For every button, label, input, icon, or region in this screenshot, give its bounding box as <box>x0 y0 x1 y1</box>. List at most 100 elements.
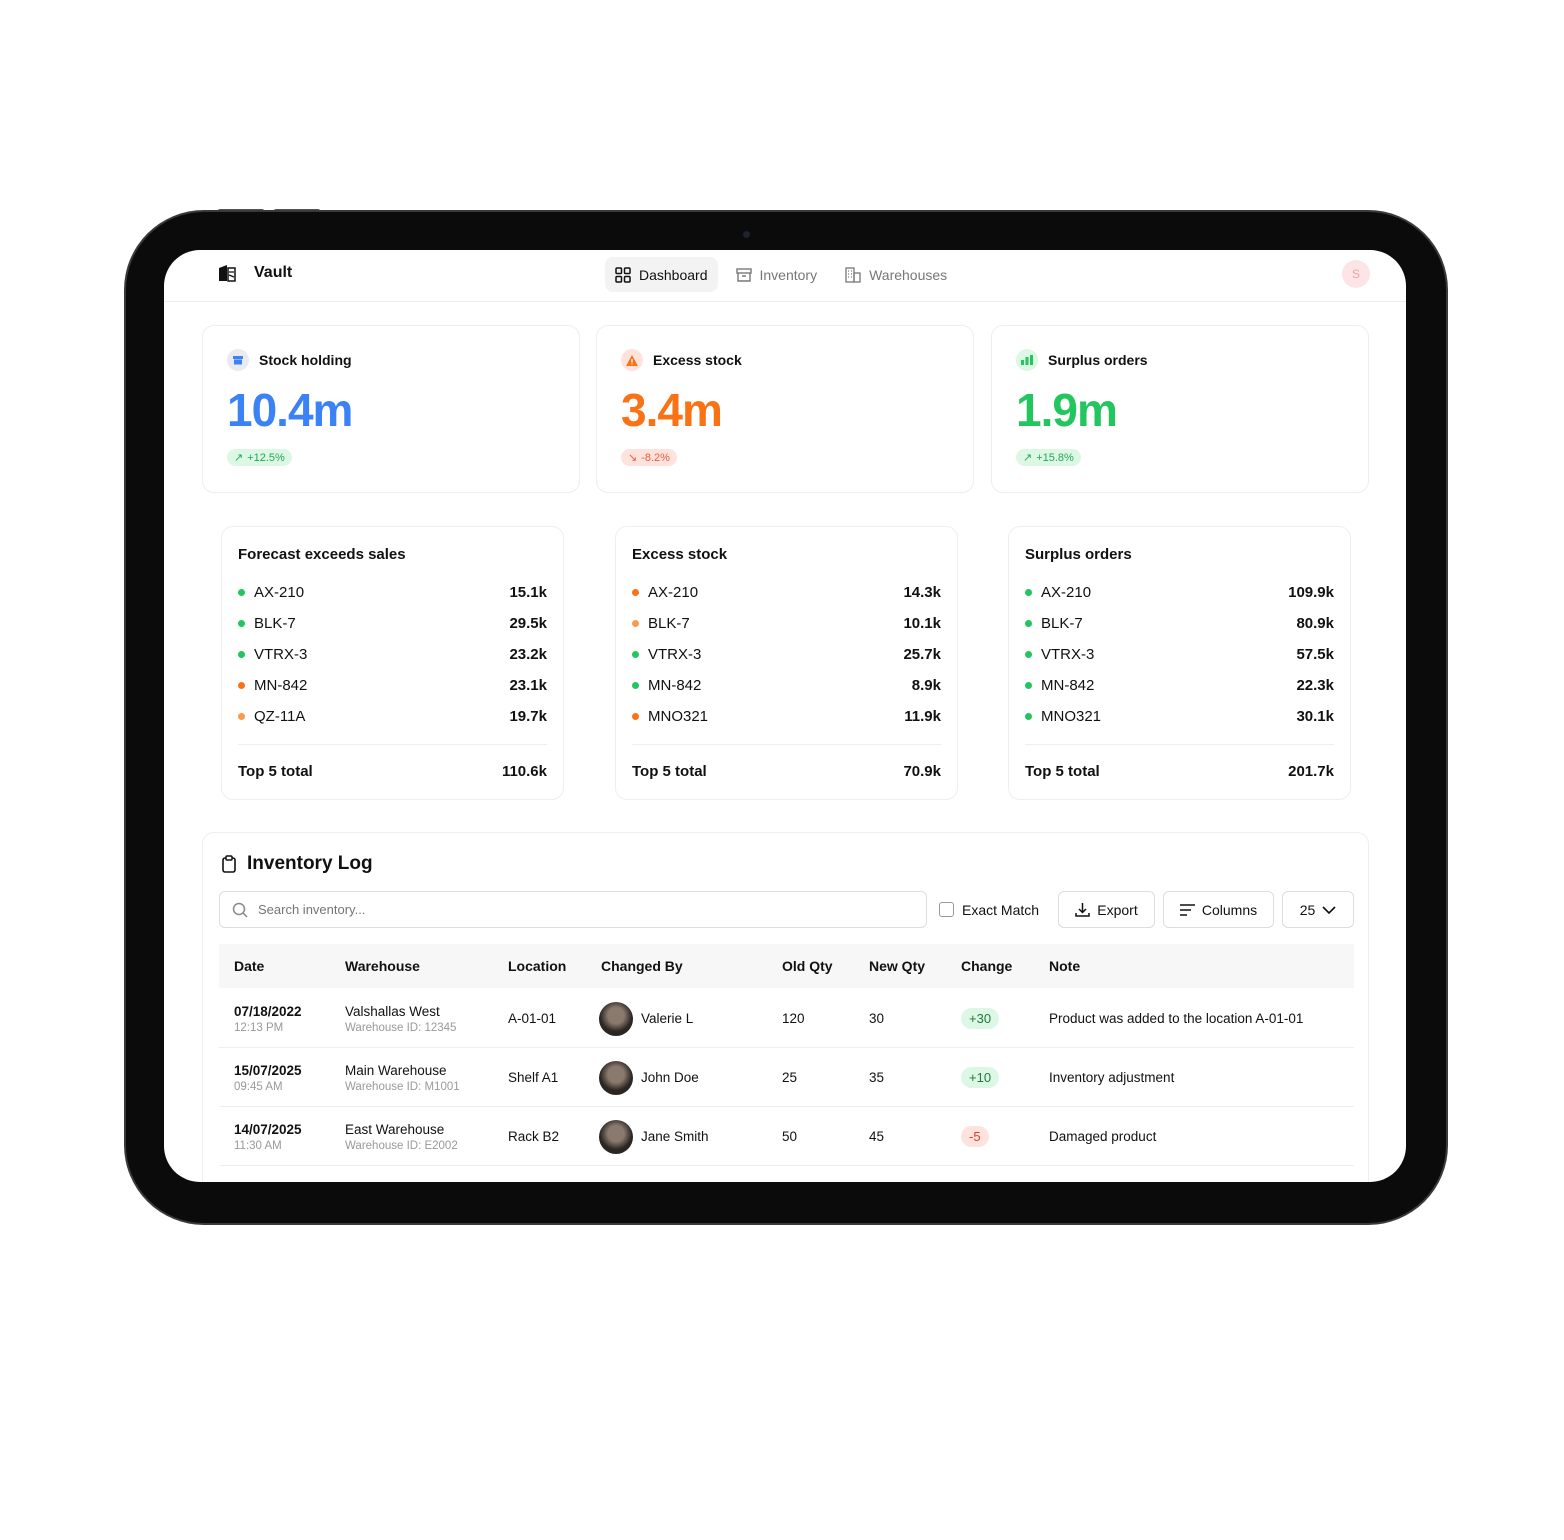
avatar <box>599 1001 633 1036</box>
note: Inventory adjustment <box>1049 1070 1175 1085</box>
status-dot <box>1025 713 1032 720</box>
list-item: BLK-7 80.9k <box>1025 608 1334 639</box>
item-name: AX-210 <box>1041 584 1092 601</box>
item-value: 14.3k <box>903 584 941 601</box>
app-logo[interactable]: Vault <box>218 264 292 282</box>
total-label: Top 5 total <box>238 763 313 780</box>
note: Damaged product <box>1049 1129 1157 1144</box>
cell: 45 <box>869 1107 884 1166</box>
bar-chart-icon <box>1016 349 1038 371</box>
date: 15/07/2025 <box>234 1062 302 1078</box>
total-row: Top 5 total 201.7k <box>1025 744 1334 780</box>
top5-card: Surplus orders AX-210 109.9k BLK-7 80.9k VTRX… <box>1008 526 1351 800</box>
table-row[interactable]: 14/07/2025 11:30 AM East Warehouse Warehous… <box>219 1107 1354 1166</box>
column-header[interactable]: Changed By <box>601 958 683 974</box>
column-header[interactable]: Note <box>1049 958 1081 974</box>
total-value: 110.6k <box>501 763 547 780</box>
list-item: AX-210 14.3k <box>632 577 941 608</box>
kpi-header: Excess stock <box>621 349 949 371</box>
exact-match-toggle[interactable]: Exact Match <box>939 891 1039 928</box>
location: Rack B2 <box>508 1129 560 1144</box>
cell: Main Warehouse Warehouse ID: M1001 <box>345 1048 460 1107</box>
list-item: AX-210 15.1k <box>238 577 547 608</box>
search-icon <box>232 902 248 918</box>
list-item: BLK-7 29.5k <box>238 608 547 639</box>
cell: 07/18/2022 12:13 PM <box>234 989 302 1048</box>
column-header[interactable]: Location <box>508 958 567 974</box>
change-badge: +30 <box>961 1008 1000 1029</box>
list-item: VTRX-3 25.7k <box>632 639 941 670</box>
kpi-value: 3.4m <box>621 384 723 436</box>
note: Product was added to the location A-01-0… <box>1049 1011 1304 1026</box>
cell: 25 <box>782 1048 797 1107</box>
item-name: BLK-7 <box>254 615 296 632</box>
screen: Vault Dashboard Inventory Warehouses S Sto… <box>164 250 1406 1182</box>
item-value: 109.9k <box>1288 584 1334 601</box>
nav-dashboard[interactable]: Dashboard <box>605 257 718 292</box>
warning-icon <box>621 349 643 371</box>
trend-badge: ↗ +12.5% <box>227 449 292 466</box>
status-dot <box>1025 682 1032 689</box>
total-label: Top 5 total <box>1025 763 1100 780</box>
column-header[interactable]: Change <box>961 958 1013 974</box>
columns-label: Columns <box>1201 901 1258 918</box>
device-button <box>274 209 320 213</box>
date: 07/18/2022 <box>234 1003 302 1019</box>
page-size-value: 25 <box>1299 901 1316 918</box>
grid-icon <box>615 266 631 283</box>
search-box[interactable] <box>219 891 927 928</box>
item-name: QZ-11A <box>254 708 306 725</box>
table-row[interactable]: 07/18/2022 12:13 PM Valshallas West Warehou… <box>219 989 1354 1048</box>
export-button[interactable]: Export <box>1058 891 1155 928</box>
columns-button[interactable]: Columns <box>1163 891 1274 928</box>
status-dot <box>238 620 245 627</box>
item-name: VTRX-3 <box>648 646 702 663</box>
total-value: 70.9k <box>903 763 941 780</box>
time: 11:30 AM <box>234 1139 282 1152</box>
cell: Inventory adjustment <box>1049 1048 1174 1107</box>
item-name: BLK-7 <box>1041 615 1083 632</box>
cell: 50 <box>782 1107 797 1166</box>
table-row[interactable]: 15/07/2025 09:45 AM Main Warehouse Warehous… <box>219 1048 1354 1107</box>
status-dot <box>1025 651 1032 658</box>
kpi-title: Stock holding <box>259 352 352 368</box>
item-value: 23.1k <box>509 677 547 694</box>
inventory-log-title: Inventory Log <box>247 853 373 874</box>
warehouse-id: Warehouse ID: E2002 <box>345 1139 458 1152</box>
item-name: MN-842 <box>1041 677 1095 694</box>
total-row: Top 5 total 110.6k <box>238 744 547 780</box>
cell: 35 <box>869 1048 884 1107</box>
cell: A-01-01 <box>508 989 556 1048</box>
item-name: BLK-7 <box>648 615 690 632</box>
exact-match-checkbox[interactable] <box>939 902 954 917</box>
nav-warehouses[interactable]: Warehouses <box>835 257 957 292</box>
item-value: 19.7k <box>509 708 547 725</box>
changed-by: Jane Smith <box>641 1129 709 1144</box>
vault-logo-icon <box>219 265 236 282</box>
cell: 30 <box>869 989 884 1048</box>
page-size-select[interactable]: 25 <box>1282 891 1354 928</box>
column-header[interactable]: Warehouse <box>345 958 420 974</box>
item-name: AX-210 <box>254 584 305 601</box>
cell: 15/07/2025 09:45 AM <box>234 1048 302 1107</box>
item-value: 30.1k <box>1296 708 1334 725</box>
cell: Shelf A1 <box>508 1048 558 1107</box>
trend-value: +15.8% <box>1036 451 1074 464</box>
kpi-title: Excess stock <box>653 352 742 368</box>
inventory-log-card: Inventory Log Exact Match Export Columns… <box>202 832 1369 1182</box>
column-header[interactable]: Old Qty <box>782 958 833 974</box>
camera <box>743 231 750 238</box>
old-qty: 120 <box>782 1011 805 1026</box>
list-item: BLK-7 10.1k <box>632 608 941 639</box>
search-input[interactable] <box>258 902 858 917</box>
column-header[interactable]: New Qty <box>869 958 926 974</box>
user-avatar[interactable]: S <box>1342 260 1370 288</box>
cell: 14/07/2025 11:30 AM <box>234 1107 302 1166</box>
item-value: 57.5k <box>1296 646 1334 663</box>
list-item: MN-842 8.9k <box>632 670 941 701</box>
nav-inventory[interactable]: Inventory <box>726 257 828 292</box>
status-dot <box>238 713 245 720</box>
column-header[interactable]: Date <box>234 958 265 974</box>
status-dot <box>632 589 639 596</box>
changed-by: John Doe <box>641 1070 699 1085</box>
